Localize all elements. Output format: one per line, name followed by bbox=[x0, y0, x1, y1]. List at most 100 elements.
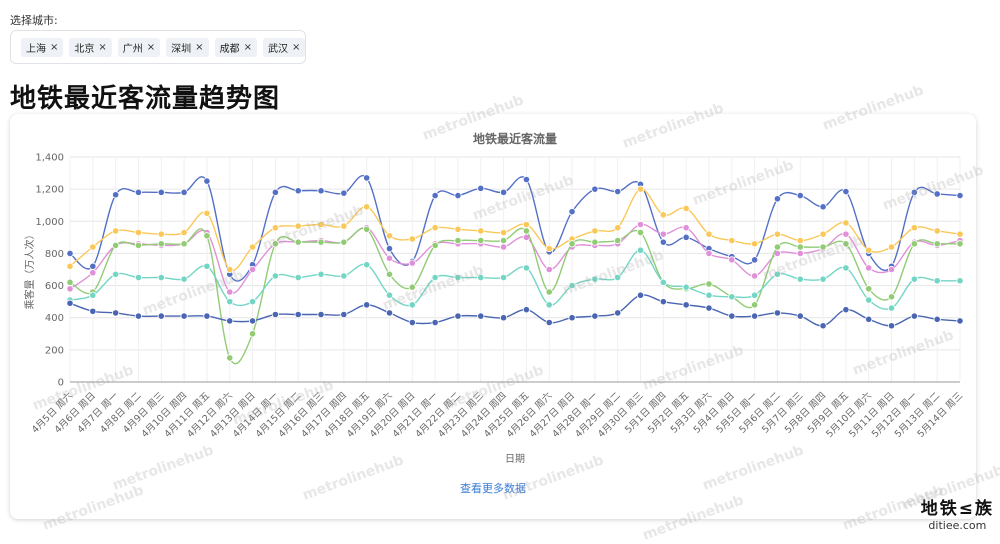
data-point bbox=[659, 278, 667, 286]
data-point bbox=[271, 310, 279, 319]
y-tick-label: 600 bbox=[45, 281, 64, 292]
chart-card: 地铁最近客流量 0 200 400 600 800 1,000 1,200 1,400 4月5日 … bbox=[10, 114, 976, 519]
data-point bbox=[545, 288, 553, 296]
data-point bbox=[705, 291, 713, 299]
data-point bbox=[340, 272, 348, 280]
data-point bbox=[682, 224, 690, 232]
data-point bbox=[614, 273, 622, 282]
data-point bbox=[248, 243, 257, 251]
data-point bbox=[591, 275, 599, 283]
data-point bbox=[454, 273, 462, 282]
data-point bbox=[408, 259, 416, 267]
city-tag: 上海 × bbox=[21, 37, 64, 57]
data-point bbox=[910, 240, 918, 248]
data-point bbox=[614, 224, 622, 232]
data-point bbox=[317, 270, 325, 278]
data-point bbox=[89, 291, 97, 299]
data-point bbox=[112, 309, 120, 317]
data-point bbox=[887, 243, 896, 251]
data-point bbox=[614, 309, 622, 317]
data-point bbox=[477, 236, 485, 245]
data-point bbox=[705, 230, 713, 238]
data-point bbox=[180, 228, 188, 237]
data-point bbox=[317, 187, 325, 195]
data-point bbox=[180, 240, 188, 248]
data-point bbox=[636, 220, 645, 229]
data-point bbox=[887, 265, 896, 274]
data-point bbox=[568, 281, 576, 290]
data-point bbox=[659, 238, 667, 246]
data-point bbox=[933, 190, 941, 198]
data-point bbox=[66, 262, 74, 270]
data-point bbox=[773, 230, 782, 238]
city-tag-label: 广州 bbox=[122, 43, 143, 55]
data-point bbox=[910, 275, 918, 283]
data-point bbox=[568, 240, 576, 248]
data-point bbox=[842, 264, 850, 272]
data-point bbox=[431, 273, 439, 282]
remove-tag-icon[interactable]: × bbox=[98, 41, 107, 53]
data-point bbox=[89, 307, 97, 315]
data-point bbox=[910, 188, 918, 196]
data-point bbox=[682, 204, 690, 213]
data-point bbox=[477, 227, 485, 235]
data-point bbox=[134, 241, 143, 249]
data-point bbox=[659, 211, 667, 219]
data-point bbox=[545, 245, 553, 253]
remove-tag-icon[interactable]: × bbox=[291, 41, 301, 53]
data-point bbox=[134, 312, 143, 320]
data-point bbox=[568, 208, 576, 216]
site-logo-name: 地铁≤族 bbox=[920, 499, 994, 519]
data-point bbox=[636, 228, 645, 237]
more-data-link[interactable]: 查看更多数据 bbox=[460, 482, 526, 495]
data-point bbox=[545, 318, 553, 327]
data-point bbox=[203, 232, 211, 240]
data-point bbox=[317, 220, 325, 229]
city-tag-box[interactable]: 上海 × 北京 × 广州 × 深圳 × 成都 × 武汉 × bbox=[10, 30, 306, 64]
data-point bbox=[89, 269, 97, 277]
series-line bbox=[69, 227, 960, 365]
data-point bbox=[751, 256, 759, 264]
series-line bbox=[69, 249, 961, 310]
data-point bbox=[431, 241, 439, 249]
data-point bbox=[910, 312, 918, 320]
y-tick-label: 1,000 bbox=[35, 217, 64, 228]
data-point bbox=[248, 317, 257, 325]
data-point bbox=[294, 187, 302, 195]
city-tag: 北京 × bbox=[69, 37, 112, 57]
data-point bbox=[203, 209, 211, 217]
data-point bbox=[248, 330, 257, 338]
data-point bbox=[294, 238, 302, 246]
data-point bbox=[705, 280, 713, 288]
remove-tag-icon[interactable]: × bbox=[243, 41, 252, 53]
data-point bbox=[66, 249, 74, 258]
data-point bbox=[751, 291, 759, 299]
data-point bbox=[728, 236, 736, 245]
data-point bbox=[385, 254, 394, 262]
data-point bbox=[956, 191, 964, 200]
data-point bbox=[408, 301, 416, 309]
series-line bbox=[69, 188, 961, 272]
data-point bbox=[773, 195, 782, 203]
data-point bbox=[454, 312, 462, 320]
data-point bbox=[865, 264, 873, 272]
data-point bbox=[728, 312, 736, 320]
data-point bbox=[796, 275, 804, 283]
data-point bbox=[408, 318, 416, 327]
remove-tag-icon[interactable]: × bbox=[50, 41, 59, 53]
y-tick-label: 1,400 bbox=[35, 153, 64, 164]
city-tag: 深圳 × bbox=[166, 37, 209, 57]
remove-tag-icon[interactable]: × bbox=[195, 41, 204, 53]
data-point bbox=[157, 188, 165, 196]
data-point bbox=[431, 318, 439, 327]
data-point bbox=[66, 278, 74, 286]
data-point bbox=[157, 273, 165, 282]
data-point bbox=[499, 228, 508, 237]
data-point bbox=[203, 262, 211, 270]
data-point bbox=[522, 306, 531, 314]
data-point bbox=[477, 184, 485, 192]
data-point bbox=[751, 312, 759, 320]
data-point bbox=[66, 285, 74, 293]
remove-tag-icon[interactable]: × bbox=[146, 41, 156, 53]
data-point bbox=[545, 265, 553, 274]
